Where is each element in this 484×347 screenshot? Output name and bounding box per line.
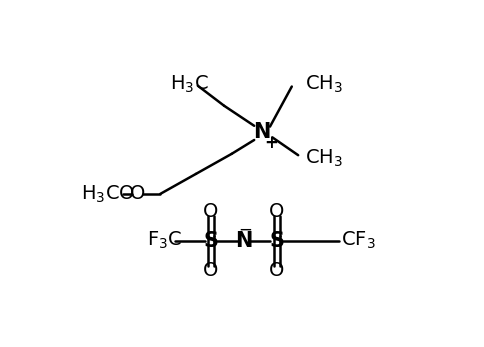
Text: O: O [203,261,218,280]
Text: O: O [269,261,284,280]
Text: +: + [264,134,277,152]
Text: O: O [203,202,218,221]
Text: S: S [203,231,218,251]
Text: $\mathregular{CH_3}$: $\mathregular{CH_3}$ [304,74,342,95]
Text: O: O [130,185,145,203]
Text: $\mathregular{F_3C}$: $\mathregular{F_3C}$ [147,230,182,251]
Text: S: S [269,231,284,251]
Text: $\mathregular{CF_3}$: $\mathregular{CF_3}$ [340,230,375,251]
Text: $\mathregular{H_3C}$: $\mathregular{H_3C}$ [169,74,208,95]
Text: O: O [269,202,284,221]
Text: N: N [235,231,252,251]
Text: $\mathregular{CH_3}$: $\mathregular{CH_3}$ [304,147,342,169]
Text: $\mathregular{H_3CO}$: $\mathregular{H_3CO}$ [81,183,135,205]
Text: N: N [253,122,270,143]
Text: $-$: $-$ [238,220,252,238]
